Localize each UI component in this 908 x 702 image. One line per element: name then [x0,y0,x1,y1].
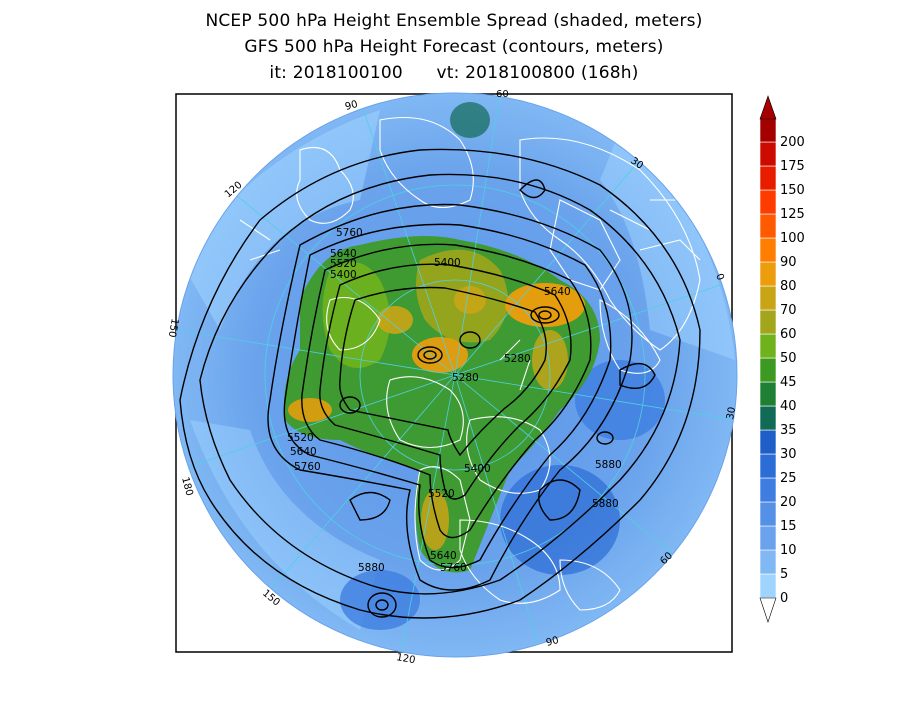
colorbar-tick-label: 200 [780,135,805,150]
lon-label: 120 [395,652,416,666]
spread-core-orange [421,490,449,550]
colorbar-tick-label: 80 [780,279,797,294]
colorbar-tick-label: 30 [780,447,797,462]
colorbar-tick-label: 20 [780,495,797,510]
contour-label: 5880 [592,498,619,510]
colorbar-swatch [759,117,777,143]
colorbar-tick-label: 70 [780,303,797,318]
colorbar-swatch [759,213,777,239]
contour-label: 5400 [464,463,491,475]
contour-labels: 5760 5640 5520 5400 5400 5640 5280 5280 … [287,227,622,574]
contour-label: 5280 [504,353,531,365]
colorbar-tick-label: 100 [780,231,805,246]
lon-label: 150 [166,317,180,338]
colorbar-swatch [759,405,777,431]
contour-label: 5640 [290,446,317,458]
title-line-3: it: 2018100100 vt: 2018100800 (168h) [0,60,908,86]
colorbar-swatch [759,165,777,191]
colorbar-swatch [759,141,777,167]
contour-label: 5400 [434,257,461,269]
contour-label: 5520 [330,258,357,270]
colorbar-top-arrow [759,95,777,120]
colorbar-tick-label: 150 [780,183,805,198]
spread-core-orange [377,306,413,334]
lon-label: 30 [725,406,738,420]
lon-label: 90 [344,99,359,113]
colorbar-swatch [759,381,777,407]
contour-label: 5640 [430,550,457,562]
colorbar-tick-label: 15 [780,519,797,534]
colorbar: 0 5 10 15 20 25 30 35 40 45 50 60 70 80 90 100 125 150 175… [759,95,805,623]
colorbar-tick-label: 5 [780,567,788,582]
spread-core-orange [454,286,486,314]
init-time-label: it: 2018100100 [269,63,403,83]
colorbar-swatch [759,333,777,359]
colorbar-tick-label: 45 [780,375,797,390]
contour-label: 5280 [452,372,479,384]
height-contours [179,148,701,619]
title-block: NCEP 500 hPa Height Ensemble Spread (sha… [0,8,908,86]
lon-label: 90 [545,635,560,649]
colorbar-tick-label: 50 [780,351,797,366]
contour-label: 5400 [330,269,357,281]
contour-label: 5880 [595,459,622,471]
colorbar-tick-label: 35 [780,423,797,438]
colorbar-swatch [759,429,777,455]
contour-label: 5760 [336,227,363,239]
contour-label: 5880 [358,562,385,574]
lon-label: 0 [713,272,726,282]
colorbar-tick-label: 60 [780,327,797,342]
colorbar-swatch [759,453,777,479]
disk-outline [172,92,738,658]
colorbar-tick-label: 25 [780,471,797,486]
colorbar-swatch [759,261,777,287]
colorbar-bottom-arrow [759,597,777,623]
colorbar-tick-label: 40 [780,399,797,414]
title-line-2: GFS 500 hPa Height Forecast (contours, m… [244,37,664,57]
spread-patch-low [180,110,380,330]
colorbar-swatch [759,309,777,335]
spread-patch-blue [575,360,665,440]
colorbar-swatch [759,237,777,263]
lon-label: 180 [179,476,195,497]
colorbar-swatch [759,477,777,503]
colorbar-tick-label: 10 [780,543,797,558]
valid-time-label: vt: 2018100800 (168h) [436,63,639,83]
colorbar-tick-label: 90 [780,255,797,270]
colorbar-swatch [759,525,777,551]
colorbar-swatch [759,501,777,527]
spread-core-orange [288,398,332,422]
contour-label: 5760 [440,562,467,574]
contour-label: 5520 [428,488,455,500]
colorbar-tick-label: 0 [780,591,788,606]
spread-core-orange [532,330,568,390]
spread-shading [173,93,737,657]
colorbar-swatch [759,357,777,383]
spread-patch-low [190,420,380,630]
title-line-1: NCEP 500 hPa Height Ensemble Spread (sha… [205,11,703,31]
colorbar-tick-label: 175 [780,159,805,174]
colorbar-swatch [759,189,777,215]
spread-patch-low [600,130,735,360]
colorbar-swatch [759,573,777,599]
contour-label: 5640 [544,286,571,298]
lon-label: 60 [496,89,509,100]
contour-label: 5760 [294,461,321,473]
spread-core-orange [412,337,468,373]
colorbar-swatch [759,549,777,575]
spread-patch-blue [500,465,620,575]
colorbar-tick-label: 125 [780,207,805,222]
contour-label: 5520 [287,432,314,444]
colorbar-swatch [759,285,777,311]
spread-patch-teal [450,102,490,138]
contour-label: 5640 [330,248,357,260]
